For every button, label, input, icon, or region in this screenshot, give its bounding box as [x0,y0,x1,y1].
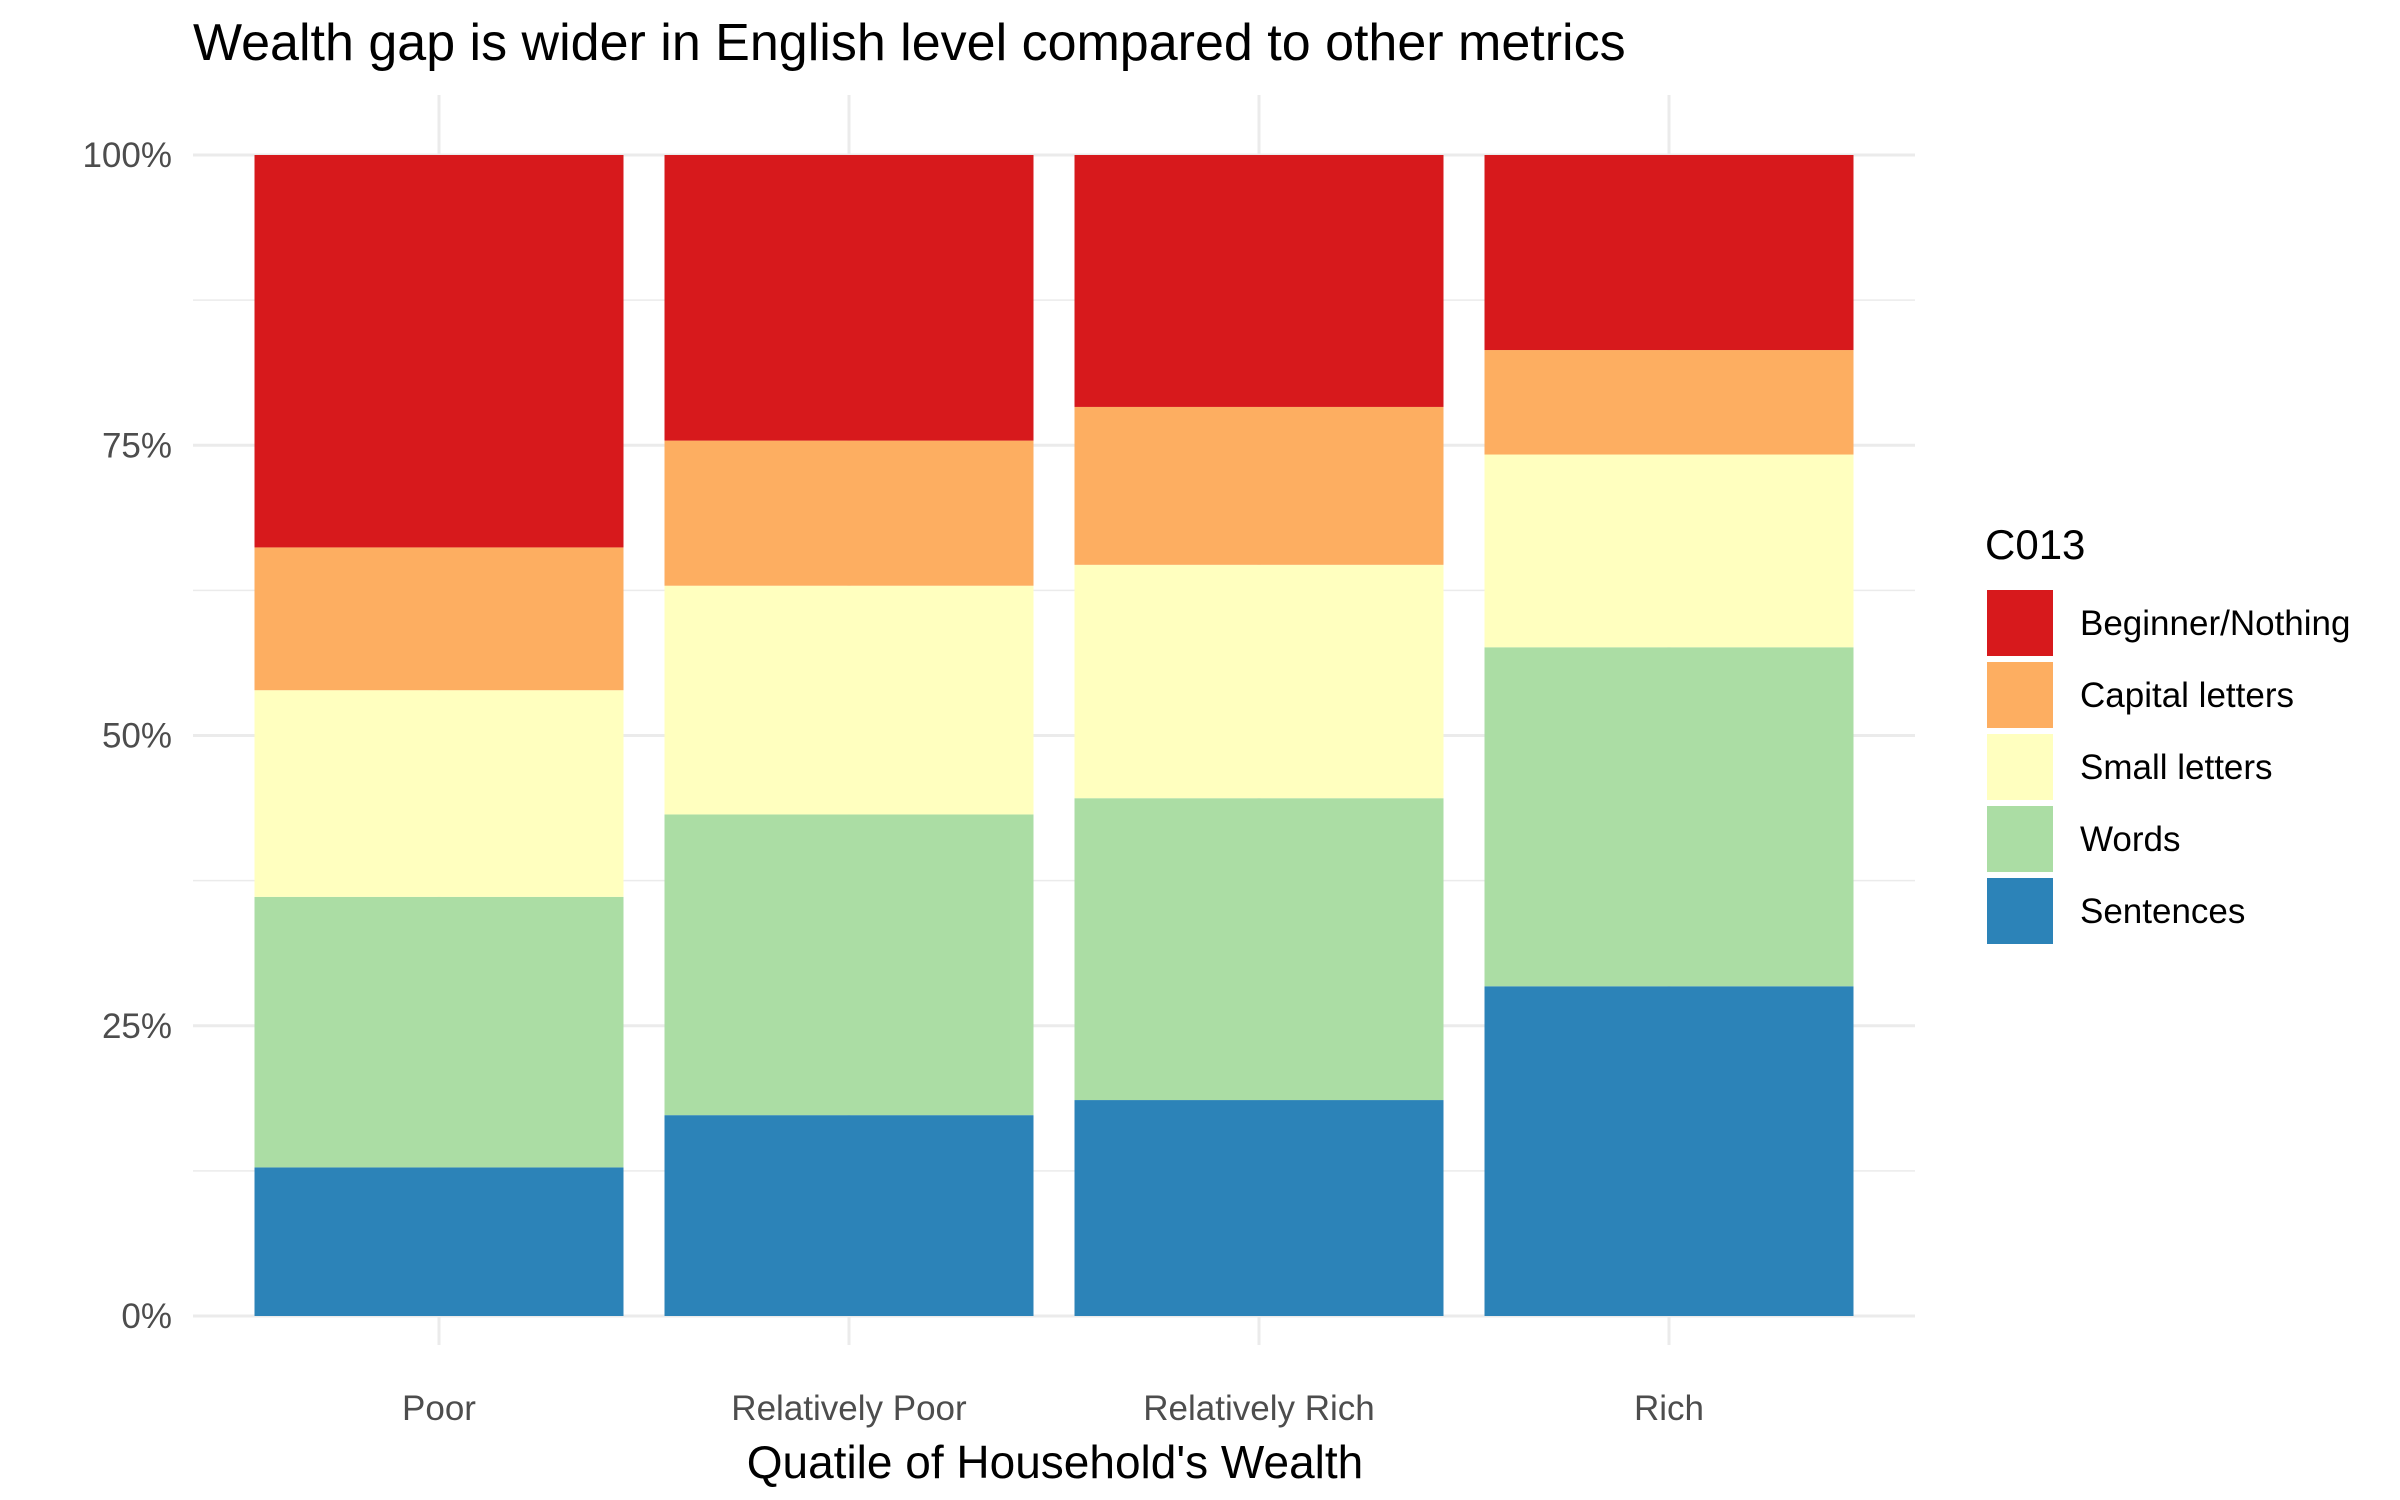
y-tick-label: 100% [82,136,172,175]
legend-title: C013 [1985,521,2085,568]
bar-segment-words [664,814,1034,1116]
bar-segment-capital-letters [1484,350,1854,455]
legend-key [1987,590,2053,656]
x-tick-label: Relatively Rich [1143,1389,1374,1428]
legend-key [1987,662,2053,728]
bar-segment-capital-letters [254,547,624,691]
bar-segment-sentences [1484,986,1854,1316]
bar-segment-small-letters [664,585,1034,815]
bar-segment-beginner-nothing [1484,155,1854,351]
bar-segment-small-letters [254,690,624,897]
y-tick-label: 25% [102,1007,172,1046]
x-axis-title: Quatile of Household's Wealth [747,1436,1364,1488]
legend-label: Beginner/Nothing [2080,604,2350,643]
legend-label: Small letters [2080,748,2273,787]
bar-segment-sentences [1074,1100,1444,1316]
bar-segment-capital-letters [664,440,1034,586]
bar-segment-small-letters [1484,454,1854,648]
legend-key [1987,734,2053,800]
bar-segment-beginner-nothing [1074,155,1444,407]
legend-label: Sentences [2080,892,2245,931]
bar-segment-small-letters [1074,564,1444,799]
x-tick-label: Relatively Poor [731,1389,967,1428]
x-axis: Poor Relatively Poor Relatively Rich Rich [402,1389,1704,1428]
legend-label: Words [2080,820,2181,859]
bar-segment-words [1484,647,1854,987]
bar-segment-beginner-nothing [664,155,1034,441]
y-axis: 0% 25% 50% 75% 100% [82,136,172,1336]
legend: C013 Beginner/Nothing Capital letters Smal… [1985,521,2350,944]
y-tick-label: 50% [102,717,172,756]
legend-key [1987,878,2053,944]
chart-title: Wealth gap is wider in English level com… [193,14,1626,72]
x-tick-label: Rich [1634,1389,1704,1428]
bar-segment-words [254,896,624,1168]
y-tick-label: 0% [121,1297,172,1336]
bar-segment-sentences [254,1167,624,1316]
bar-segment-capital-letters [1074,406,1444,565]
x-tick-label: Poor [402,1389,476,1428]
bars [254,155,1854,1316]
y-tick-label: 75% [102,426,172,465]
legend-label: Capital letters [2080,676,2294,715]
bar-segment-sentences [664,1115,1034,1316]
bar-segment-words [1074,798,1444,1101]
legend-key [1987,806,2053,872]
bar-segment-beginner-nothing [254,155,624,548]
